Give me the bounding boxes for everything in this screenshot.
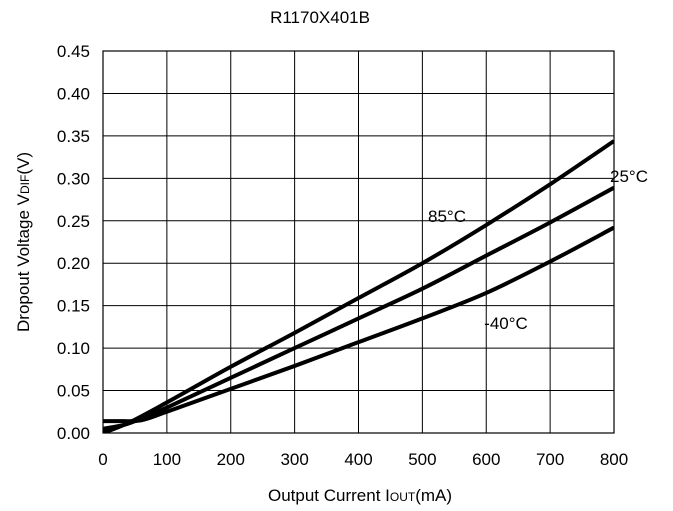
y-tick-label: 0.25 — [57, 212, 90, 231]
x-tick-label: 0 — [98, 450, 107, 469]
series-label-minus40c: -40°C — [484, 314, 528, 333]
y-tick-label: 0.45 — [57, 42, 90, 61]
x-tick-label: 100 — [153, 450, 181, 469]
x-tick-label: 200 — [217, 450, 245, 469]
x-tick-label: 800 — [600, 450, 628, 469]
y-tick-label: 0.10 — [57, 339, 90, 358]
series-lines — [103, 139, 614, 433]
x-tick-label: 500 — [408, 450, 436, 469]
x-tick-label: 400 — [344, 450, 372, 469]
chart-title: R1170X401B — [270, 8, 370, 27]
y-tick-label: 0.15 — [57, 297, 90, 316]
x-axis-label: Output Current IOUT(mA) — [268, 486, 452, 505]
x-tick-label: 300 — [280, 450, 308, 469]
y-tick-label: 0.20 — [57, 254, 90, 273]
y-tick-label: 0.30 — [57, 169, 90, 188]
x-tick-label: 600 — [472, 450, 500, 469]
y-axis-label: Dropout Voltage VDIF(V) — [14, 152, 33, 332]
x-tick-labels: 0 100 200 300 400 500 600 700 800 — [98, 450, 628, 469]
y-tick-labels: 0.00 0.05 0.10 0.15 0.20 0.25 0.30 0.35 0.40 0.45 — [57, 42, 90, 443]
series-line-0 — [103, 139, 614, 433]
series-label-25c: 25°C — [610, 167, 648, 186]
series-line-2 — [103, 225, 614, 424]
x-tick-label: 700 — [536, 450, 564, 469]
y-tick-label: 0.40 — [57, 84, 90, 103]
series-label-85c: 85°C — [428, 207, 466, 226]
y-tick-label: 0.05 — [57, 382, 90, 401]
y-tick-label: 0.35 — [57, 127, 90, 146]
grid — [102, 50, 615, 434]
plot-area-border — [102, 50, 615, 434]
y-tick-label: 0.00 — [57, 424, 90, 443]
